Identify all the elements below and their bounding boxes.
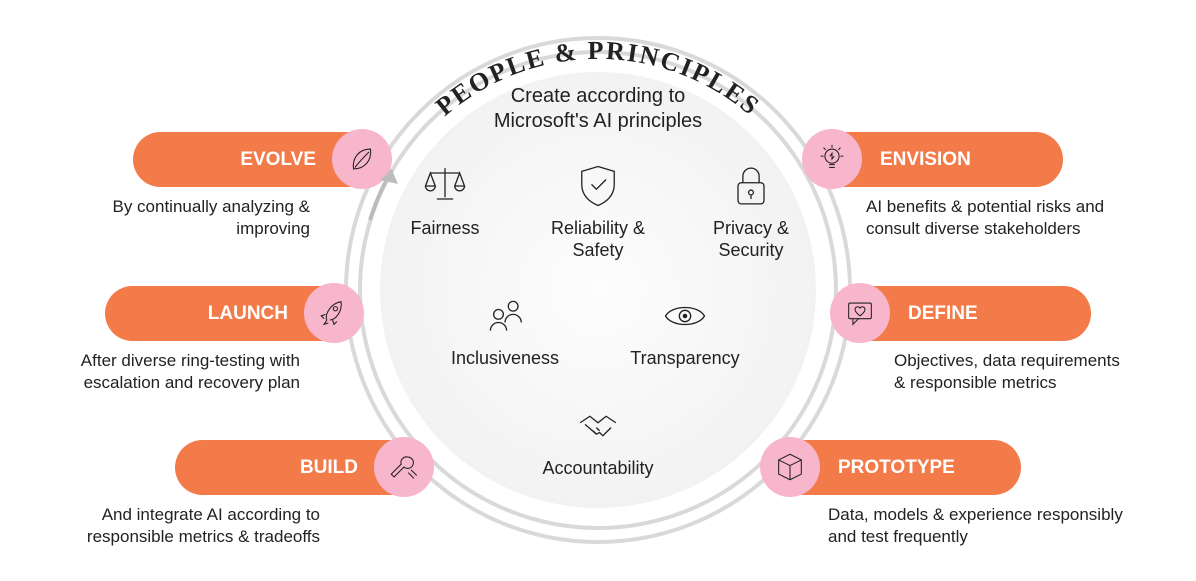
desc-build: And integrate AI according to responsibl… xyxy=(30,504,320,548)
eye-icon xyxy=(659,290,711,342)
shield-check-icon xyxy=(572,160,624,212)
rocket-icon xyxy=(317,296,351,330)
desc-define: Objectives, data requirements & responsi… xyxy=(894,350,1124,394)
leaf-icon xyxy=(345,142,379,176)
principle-inclusiveness: Inclusiveness xyxy=(440,290,570,370)
badge-launch xyxy=(304,283,364,343)
badge-evolve xyxy=(332,129,392,189)
badge-build xyxy=(374,437,434,497)
principle-reliability: Reliability & Safety xyxy=(533,160,663,261)
handshake-icon xyxy=(572,400,624,452)
cube-icon xyxy=(773,450,807,484)
principle-accountability: Accountability xyxy=(533,400,663,480)
lightbulb-icon xyxy=(815,142,849,176)
badge-prototype xyxy=(760,437,820,497)
desc-envision: AI benefits & potential risks and consul… xyxy=(866,196,1146,240)
badge-define xyxy=(830,283,890,343)
desc-prototype: Data, models & experience responsibly an… xyxy=(828,504,1128,548)
diagram-root: PEOPLE & PRINCIPLES Create according to … xyxy=(0,0,1196,581)
desc-evolve: By continually analyzing & improving xyxy=(50,196,310,240)
heart-chat-icon xyxy=(843,296,877,330)
scales-icon xyxy=(419,160,471,212)
lock-icon xyxy=(725,160,777,212)
principle-privacy: Privacy & Security xyxy=(686,160,816,261)
center-subtitle: Create according to Microsoft's AI princ… xyxy=(448,84,748,134)
principle-transparency: Transparency xyxy=(620,290,750,370)
desc-launch: After diverse ring-testing with escalati… xyxy=(40,350,300,394)
badge-envision xyxy=(802,129,862,189)
people-icon xyxy=(479,290,531,342)
principle-fairness: Fairness xyxy=(380,160,510,240)
tools-icon xyxy=(387,450,421,484)
